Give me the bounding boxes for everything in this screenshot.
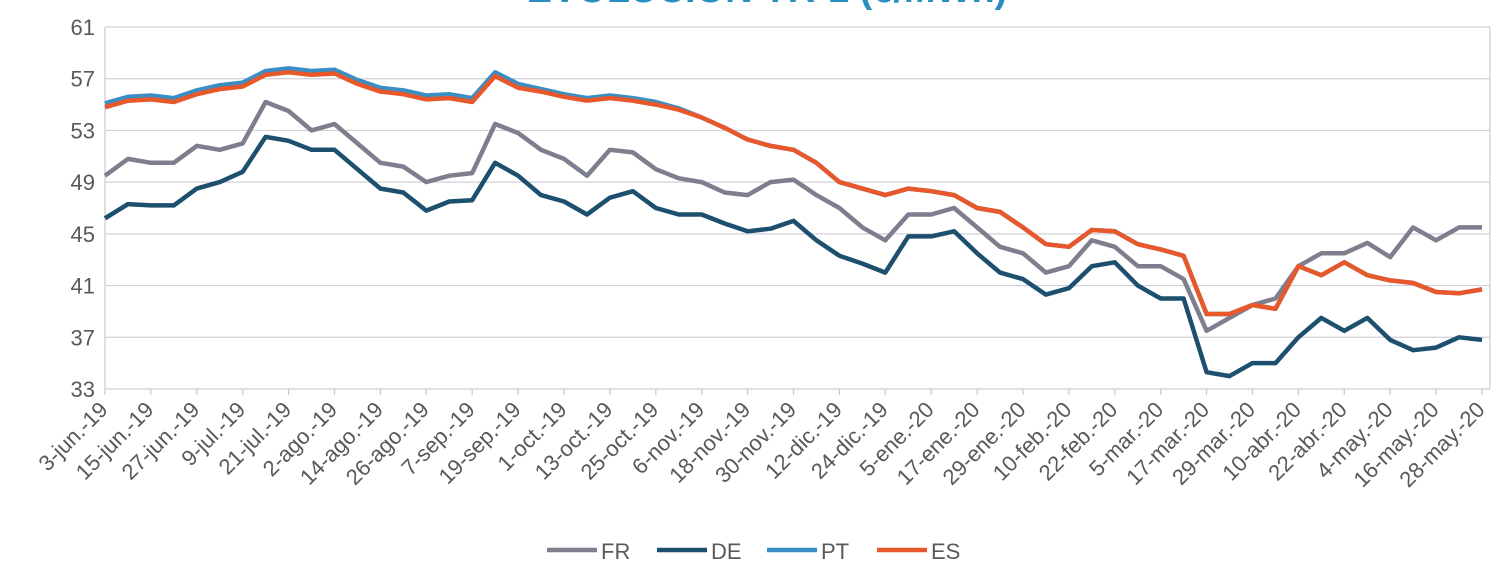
y-tick-label: 49: [71, 170, 95, 195]
y-tick-label: 33: [71, 377, 95, 402]
legend-label: ES: [931, 539, 960, 564]
series-line: [104, 70, 1483, 317]
y-tick-label: 61: [71, 15, 95, 40]
y-tick-label: 57: [71, 67, 95, 92]
y-tick-label: 41: [71, 274, 95, 299]
legend-label: PT: [821, 539, 849, 564]
series-line: [103, 99, 1482, 334]
series-line: [104, 66, 1483, 317]
chart-title: EVOLUCIÓN YR-1 (€/MWh): [527, 0, 1008, 11]
series-line: [103, 134, 1483, 379]
y-tick-label: 37: [71, 325, 95, 350]
y-tick-label: 45: [71, 222, 95, 247]
legend-label: FR: [601, 539, 630, 564]
y-tick-label: 53: [71, 118, 95, 143]
legend-label: DE: [711, 539, 742, 564]
